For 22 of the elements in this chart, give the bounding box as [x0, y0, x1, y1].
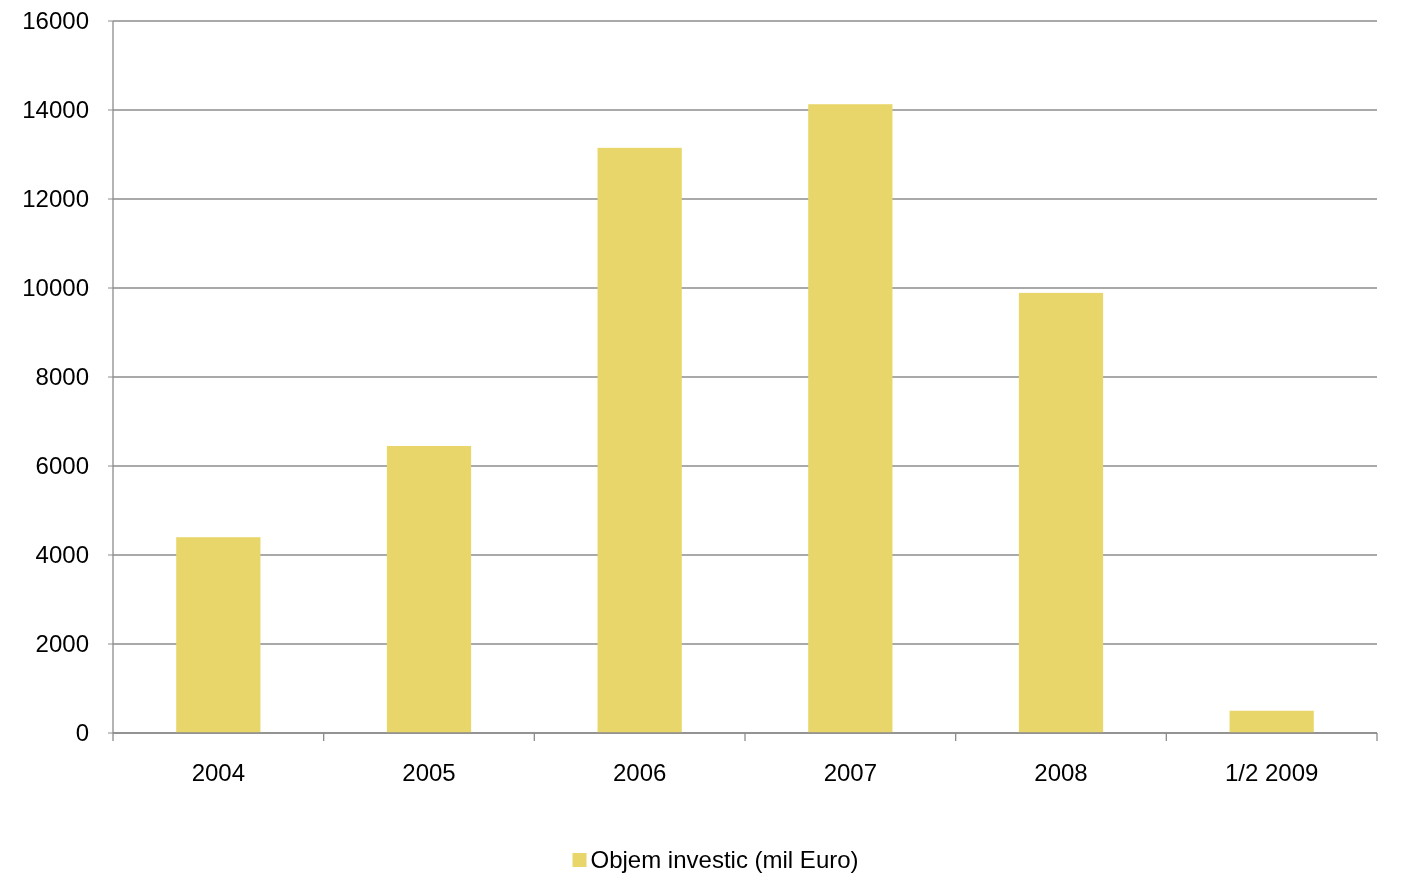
y-tick-label: 14000 — [22, 96, 89, 124]
bar — [176, 537, 261, 733]
legend-label: Objem investic (mil Euro) — [590, 846, 859, 874]
bar — [1229, 710, 1314, 733]
y-tick-label: 0 — [75, 719, 89, 747]
y-tick-label: 6000 — [35, 452, 89, 480]
y-tick-label: 16000 — [22, 7, 89, 35]
x-tick-label: 2005 — [402, 759, 456, 786]
y-tick-label: 8000 — [35, 363, 89, 391]
y-tick-label: 12000 — [22, 185, 89, 213]
y-tick-label: 4000 — [35, 541, 89, 569]
x-tick-label: 2004 — [191, 759, 246, 786]
bar — [1018, 292, 1104, 733]
x-tick-label: 2008 — [1034, 759, 1088, 786]
y-tick-label: 10000 — [22, 274, 89, 302]
y-tick-label: 2000 — [35, 630, 89, 658]
x-tick-label: 2006 — [612, 759, 667, 786]
bar — [386, 445, 472, 733]
x-tick-label: 2007 — [823, 759, 878, 786]
bar — [597, 147, 682, 733]
x-tick-label: 1/2 2009 — [1224, 759, 1319, 786]
bar — [808, 104, 893, 733]
